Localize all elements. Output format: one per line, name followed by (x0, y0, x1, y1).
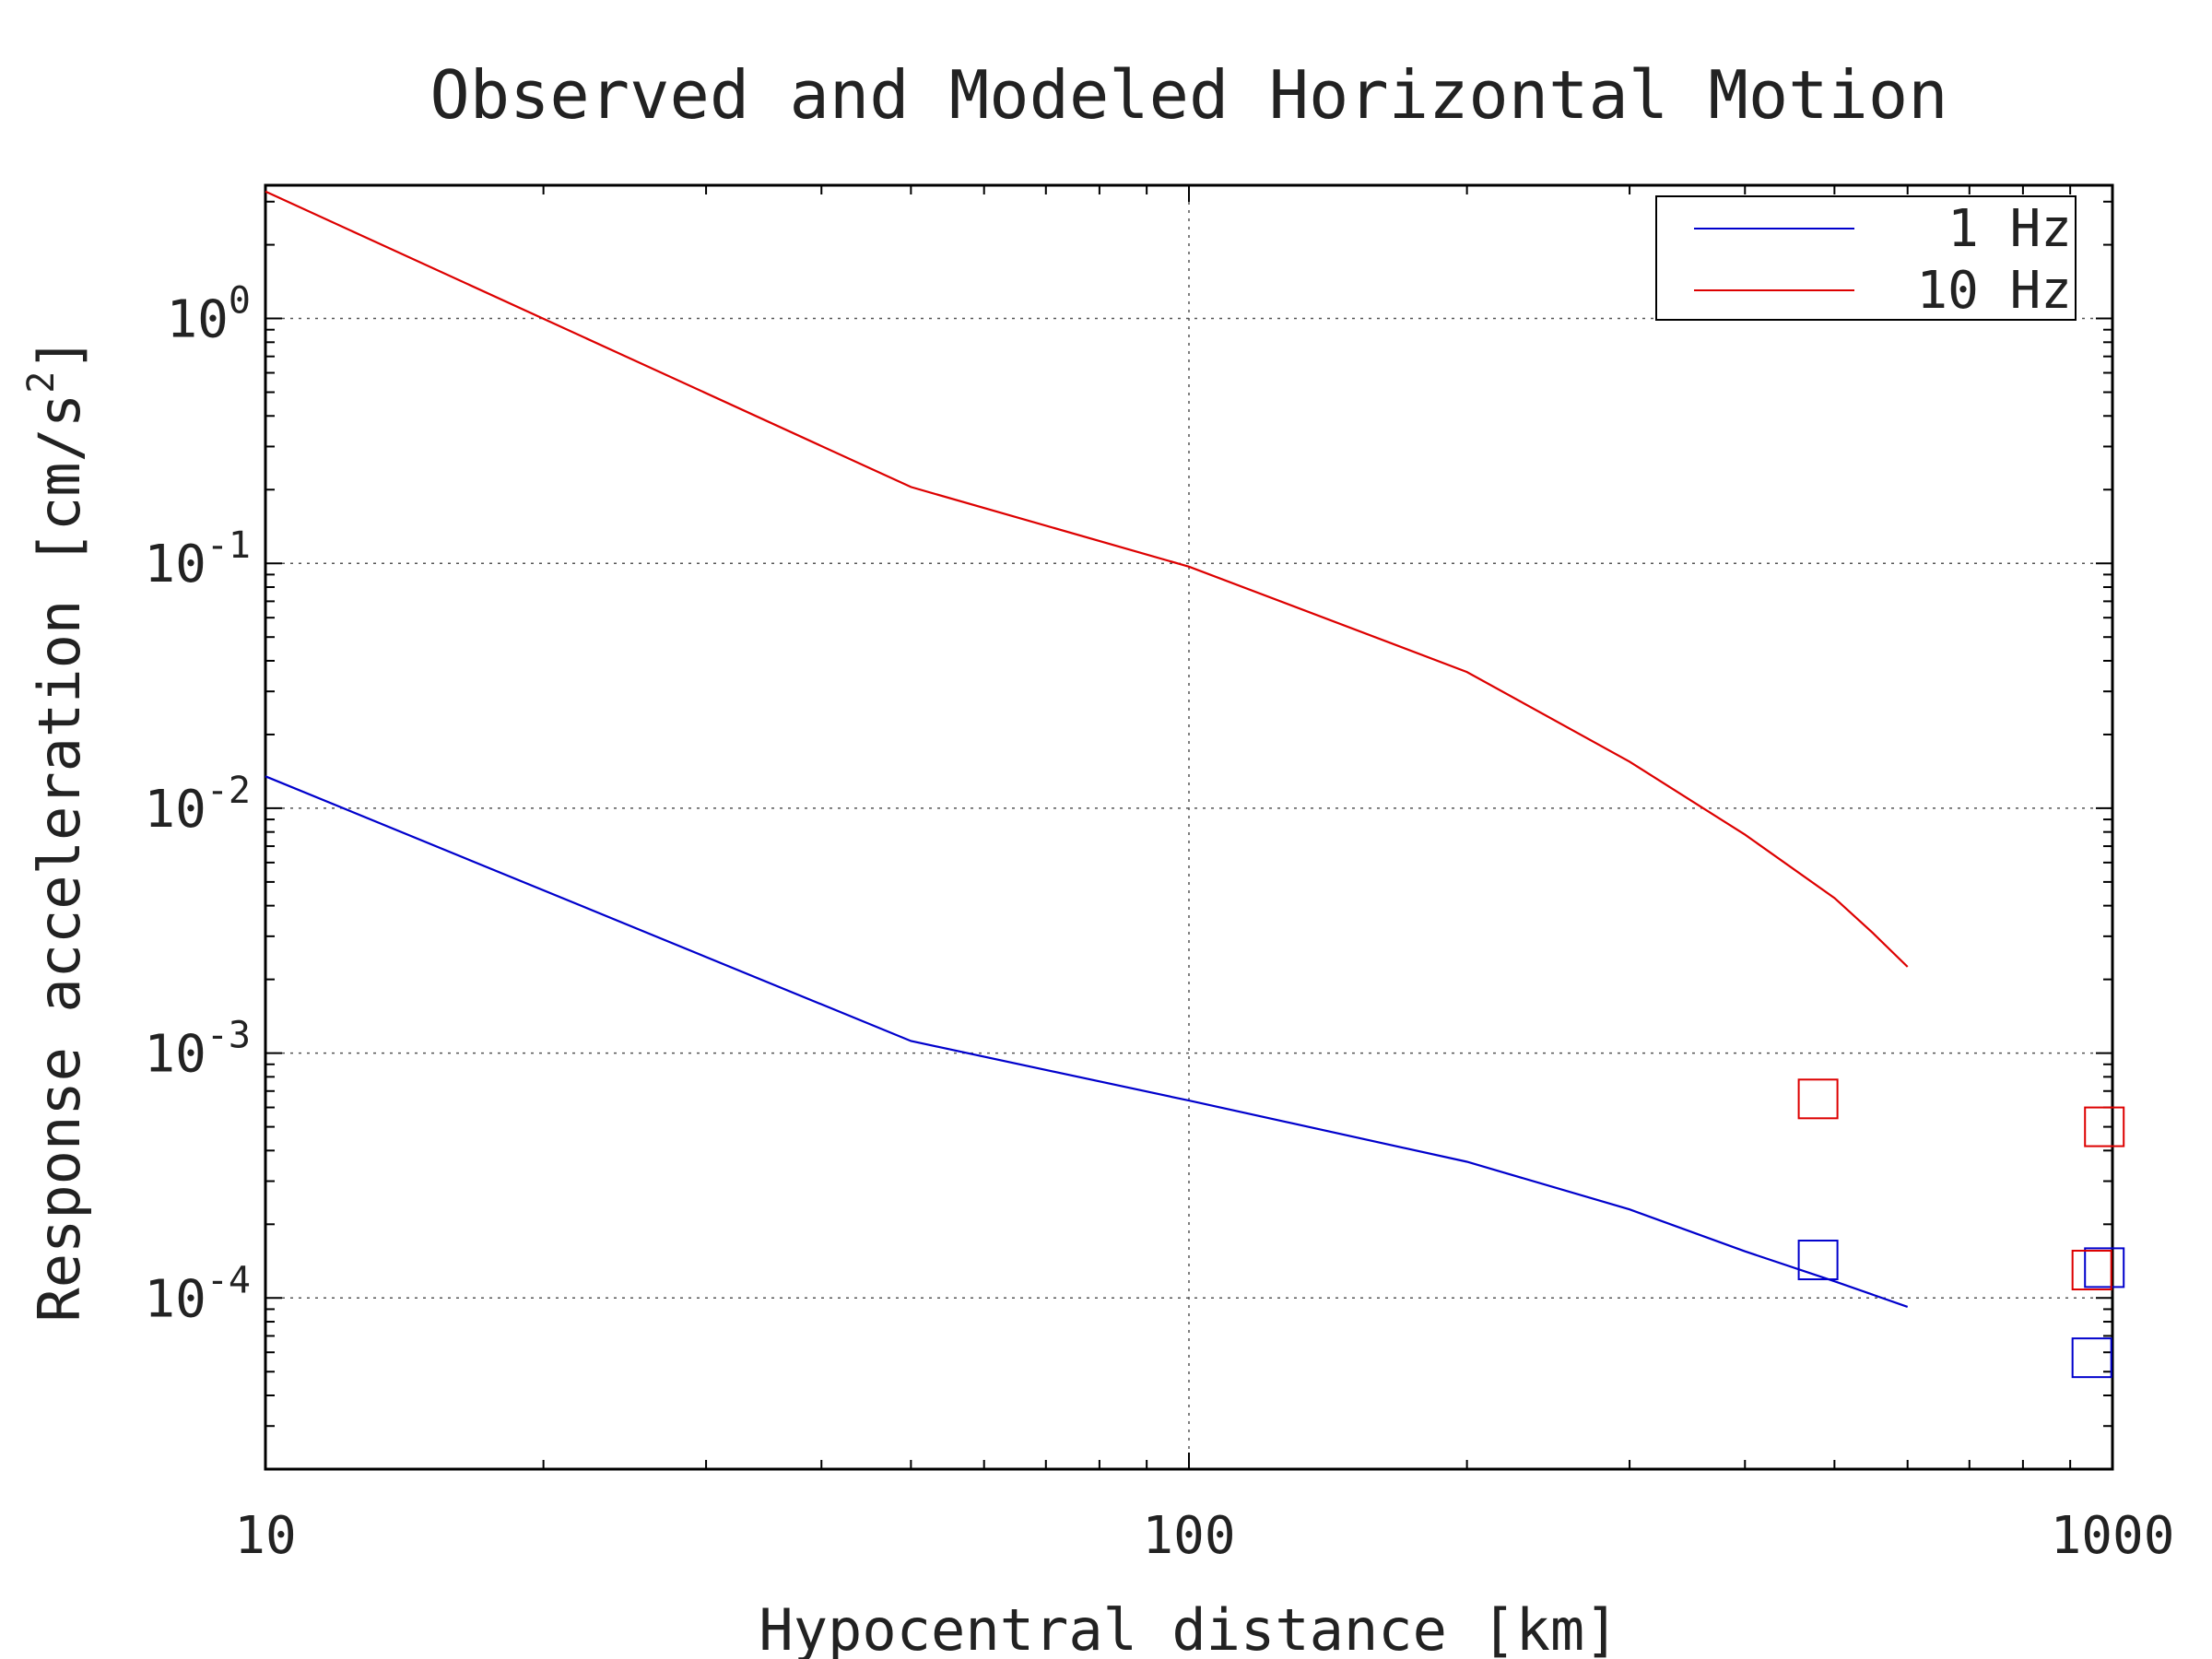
y-tick-label: 10-1 (144, 524, 251, 594)
observation-marker (2071, 1250, 2112, 1291)
x-axis-label: Hypocentral distance [km] (759, 1596, 1618, 1659)
y-tick-exponent: -3 (206, 1015, 251, 1057)
y-axis-label-main: Response acceleration [cm/s (26, 394, 93, 1323)
legend-box (1655, 195, 2077, 321)
observation-marker (2071, 1337, 2112, 1379)
y-tick-label: 10-2 (144, 770, 251, 840)
x-tick-label: 100 (1142, 1506, 1235, 1566)
chart-title: Observed and Modeled Horizontal Motion (429, 56, 1947, 134)
y-tick-base: 10 (144, 1025, 206, 1085)
y-axis-label-close: ] (26, 336, 93, 371)
y-tick-base: 10 (166, 290, 228, 350)
legend-label: 10 Hz (1916, 261, 2072, 321)
observation-marker (1797, 1240, 1839, 1281)
y-tick-base: 10 (144, 1269, 206, 1329)
y-tick-label: 100 (166, 280, 251, 350)
observation-marker (1797, 1078, 1839, 1120)
y-tick-exponent: -1 (206, 524, 251, 567)
plot-frame (264, 183, 2114, 1471)
y-tick-exponent: 0 (229, 280, 251, 323)
legend-label: 1 Hz (1947, 199, 2072, 259)
x-tick-label: 1000 (2051, 1506, 2175, 1566)
y-tick-exponent: -2 (206, 770, 251, 812)
observation-marker (2084, 1247, 2125, 1288)
y-axis-label-sup: 2 (20, 371, 63, 394)
y-axis-label: Response acceleration [cm/s2] (20, 336, 93, 1322)
y-tick-base: 10 (144, 780, 206, 840)
y-tick-label: 10-4 (144, 1259, 251, 1329)
series-line-1-hz (265, 775, 1909, 1308)
x-tick-label: 10 (234, 1506, 296, 1566)
observation-marker (2084, 1106, 2125, 1147)
y-tick-exponent: -4 (206, 1259, 251, 1301)
y-tick-label: 10-3 (144, 1015, 251, 1085)
series-line-10-hz (265, 190, 1909, 968)
y-tick-base: 10 (144, 535, 206, 594)
